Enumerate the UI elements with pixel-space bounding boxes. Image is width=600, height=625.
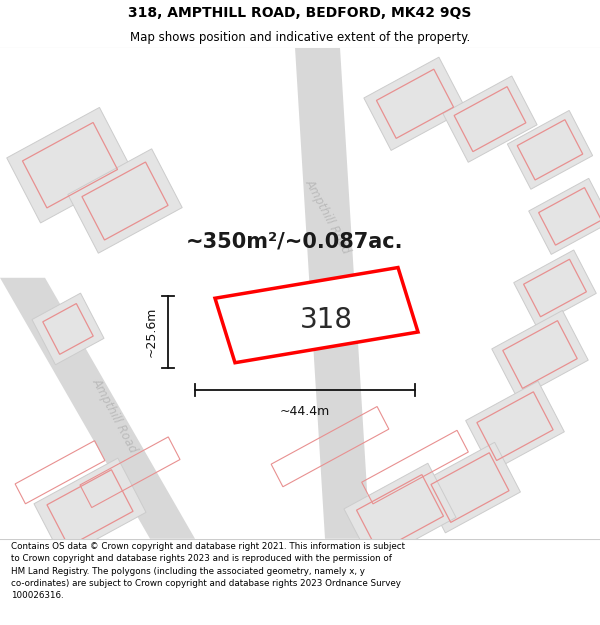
Polygon shape xyxy=(344,463,456,563)
Polygon shape xyxy=(32,293,104,365)
Polygon shape xyxy=(443,76,537,162)
Polygon shape xyxy=(508,111,593,189)
Text: ~44.4m: ~44.4m xyxy=(280,404,330,418)
Polygon shape xyxy=(529,178,600,254)
Polygon shape xyxy=(68,149,182,253)
Polygon shape xyxy=(215,268,418,362)
Polygon shape xyxy=(492,311,588,399)
Text: Ampthill Road: Ampthill Road xyxy=(303,177,353,256)
Polygon shape xyxy=(419,442,520,533)
Text: Contains OS data © Crown copyright and database right 2021. This information is : Contains OS data © Crown copyright and d… xyxy=(11,542,405,600)
Text: 318, AMPTHILL ROAD, BEDFORD, MK42 9QS: 318, AMPTHILL ROAD, BEDFORD, MK42 9QS xyxy=(128,6,472,20)
Text: 318: 318 xyxy=(300,306,353,334)
Text: ~25.6m: ~25.6m xyxy=(145,307,158,358)
Polygon shape xyxy=(364,57,466,151)
Text: Map shows position and indicative extent of the property.: Map shows position and indicative extent… xyxy=(130,31,470,44)
Polygon shape xyxy=(514,250,596,326)
Polygon shape xyxy=(7,107,133,223)
Text: Ampthill Road: Ampthill Road xyxy=(90,376,140,456)
Text: ~350m²/~0.087ac.: ~350m²/~0.087ac. xyxy=(186,232,404,252)
Polygon shape xyxy=(0,278,195,539)
Polygon shape xyxy=(295,48,370,539)
Polygon shape xyxy=(466,381,565,471)
Polygon shape xyxy=(34,458,146,558)
